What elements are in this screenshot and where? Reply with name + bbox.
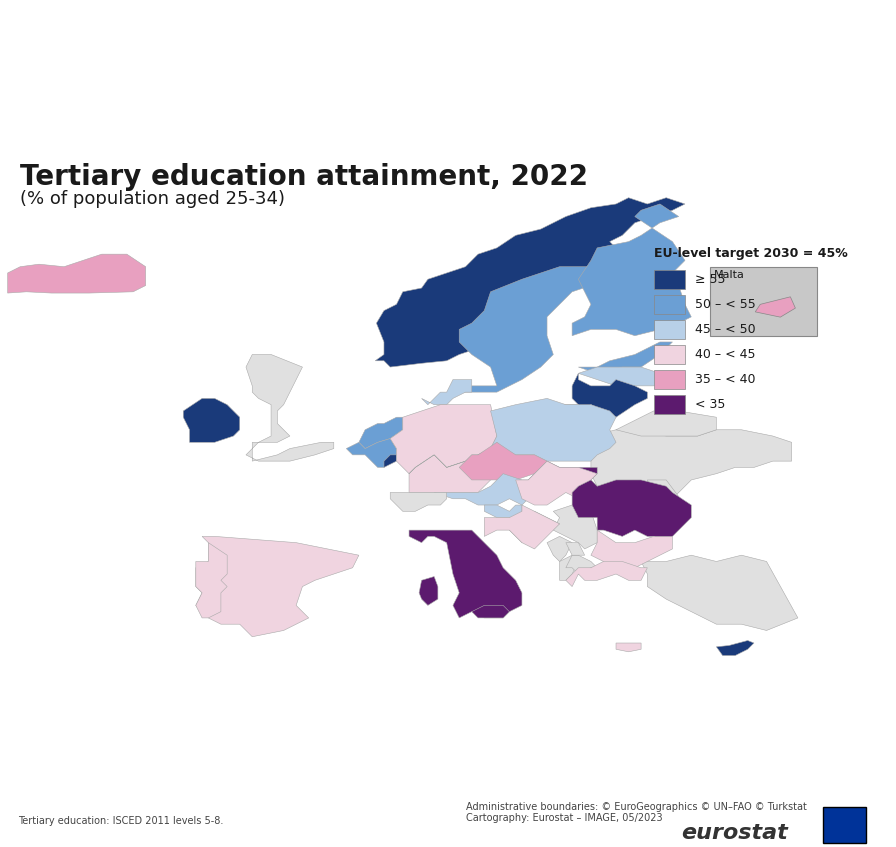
- Polygon shape: [510, 512, 560, 543]
- Polygon shape: [566, 562, 648, 587]
- Polygon shape: [717, 640, 754, 656]
- Polygon shape: [422, 379, 472, 405]
- Text: ★: ★: [836, 833, 840, 837]
- Bar: [654, 320, 685, 339]
- Text: ★: ★: [832, 817, 836, 822]
- Text: Tertiary education attainment, 2022: Tertiary education attainment, 2022: [21, 163, 588, 191]
- Text: 40 – < 45: 40 – < 45: [695, 348, 755, 361]
- Polygon shape: [616, 411, 717, 436]
- Polygon shape: [453, 267, 598, 392]
- Text: ★: ★: [836, 813, 840, 817]
- Bar: [654, 270, 685, 289]
- Polygon shape: [485, 505, 560, 549]
- Polygon shape: [591, 429, 792, 505]
- Text: 50 – < 55: 50 – < 55: [695, 298, 756, 311]
- Text: 45 – < 50: 45 – < 50: [695, 323, 755, 336]
- Text: ★: ★: [842, 812, 846, 816]
- Text: Malta: Malta: [714, 270, 745, 280]
- Polygon shape: [616, 643, 642, 652]
- Polygon shape: [391, 405, 504, 492]
- Polygon shape: [246, 355, 334, 461]
- Text: ★: ★: [831, 823, 834, 827]
- Polygon shape: [196, 536, 359, 637]
- Polygon shape: [472, 606, 510, 618]
- Polygon shape: [8, 254, 146, 293]
- Text: ★: ★: [852, 817, 856, 822]
- Polygon shape: [491, 398, 616, 461]
- Polygon shape: [566, 543, 585, 555]
- Text: Tertiary education: ISCED 2011 levels 5-8.: Tertiary education: ISCED 2011 levels 5-…: [18, 816, 223, 826]
- Bar: [654, 370, 685, 389]
- Polygon shape: [648, 480, 685, 518]
- Polygon shape: [579, 342, 673, 374]
- Polygon shape: [435, 473, 535, 505]
- Polygon shape: [755, 296, 796, 317]
- Polygon shape: [419, 577, 438, 606]
- Polygon shape: [375, 197, 685, 367]
- Polygon shape: [566, 555, 598, 574]
- Text: ≥ 55: ≥ 55: [695, 273, 726, 285]
- Polygon shape: [591, 530, 673, 567]
- Polygon shape: [516, 461, 598, 505]
- Polygon shape: [573, 480, 692, 543]
- Bar: [654, 396, 685, 414]
- Polygon shape: [573, 204, 692, 335]
- Text: ★: ★: [848, 813, 852, 817]
- Text: eurostat: eurostat: [681, 822, 788, 843]
- Polygon shape: [560, 555, 579, 580]
- Polygon shape: [573, 374, 648, 418]
- Polygon shape: [184, 398, 240, 442]
- Bar: [711, 267, 817, 335]
- Text: ★: ★: [852, 828, 856, 833]
- Polygon shape: [359, 418, 403, 449]
- Text: ★: ★: [848, 833, 852, 837]
- Text: EU-level target 2030 = 45%: EU-level target 2030 = 45%: [654, 247, 848, 260]
- Polygon shape: [579, 367, 667, 386]
- Text: 35 – < 40: 35 – < 40: [695, 373, 755, 386]
- Polygon shape: [391, 492, 447, 512]
- Polygon shape: [554, 505, 598, 549]
- Bar: [654, 295, 685, 313]
- Polygon shape: [196, 543, 228, 618]
- Polygon shape: [529, 461, 598, 492]
- Bar: [654, 345, 685, 364]
- Polygon shape: [409, 530, 522, 618]
- Text: Administrative boundaries: © EuroGeographics © UN–FAO © Turkstat
Cartography: Eu: Administrative boundaries: © EuroGeograp…: [466, 801, 806, 823]
- Text: ★: ★: [842, 834, 846, 838]
- Text: ★: ★: [854, 823, 857, 827]
- Polygon shape: [560, 405, 598, 411]
- Text: ★: ★: [832, 828, 836, 833]
- Polygon shape: [485, 505, 522, 518]
- Polygon shape: [460, 442, 547, 480]
- Polygon shape: [547, 536, 573, 562]
- Polygon shape: [347, 439, 397, 468]
- Text: < 35: < 35: [695, 398, 726, 411]
- Polygon shape: [642, 555, 798, 630]
- Polygon shape: [384, 455, 397, 468]
- Text: (% of population aged 25-34): (% of population aged 25-34): [21, 190, 285, 208]
